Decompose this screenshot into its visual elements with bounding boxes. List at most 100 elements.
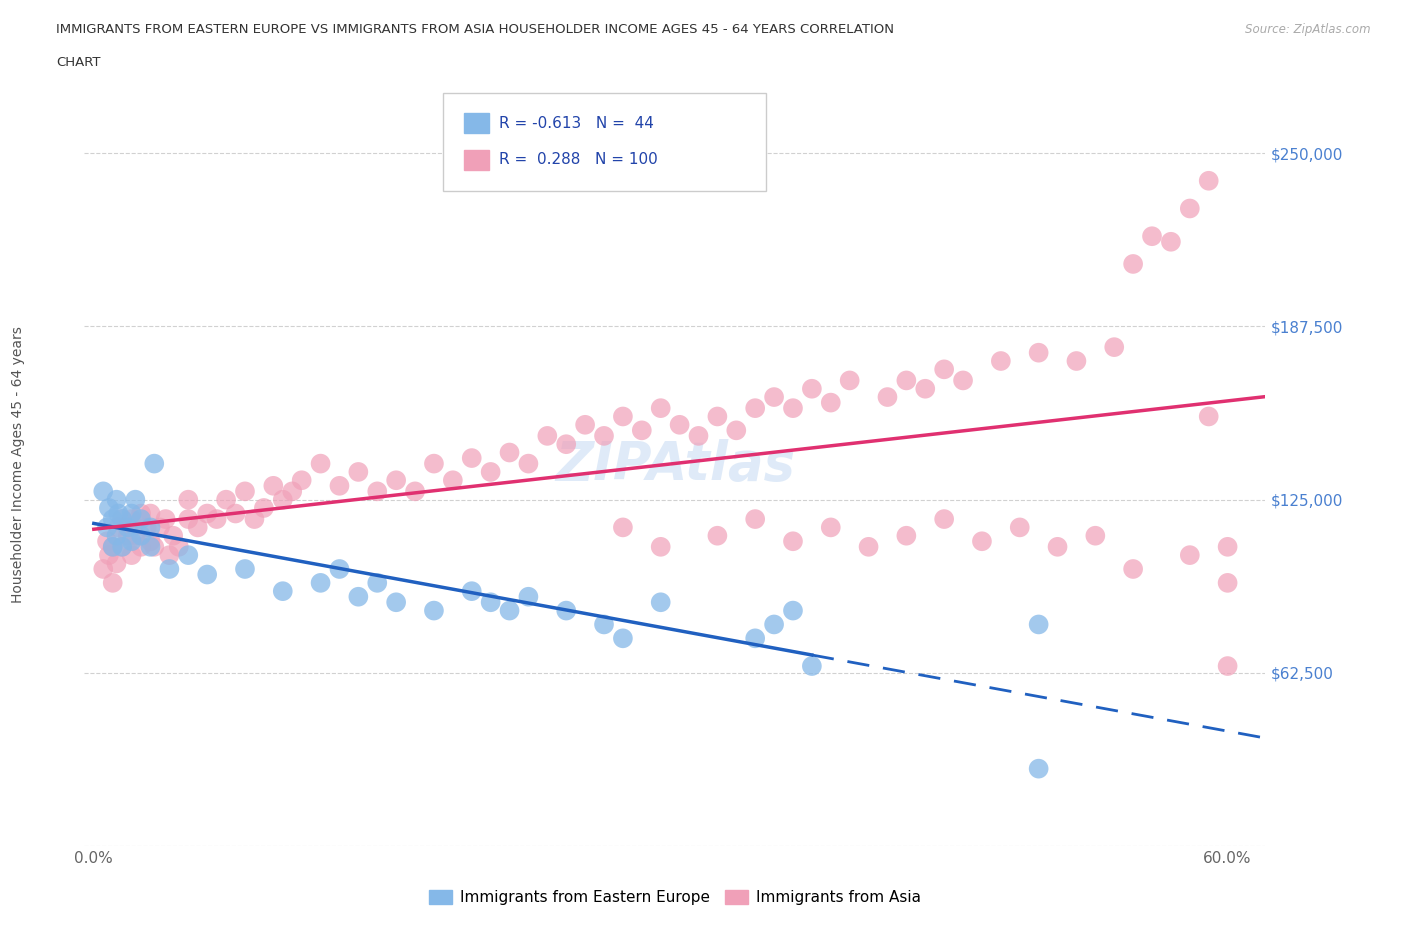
Point xyxy=(1028,345,1050,360)
Point xyxy=(1028,762,1050,777)
Point xyxy=(650,401,672,416)
Point xyxy=(1046,539,1069,554)
Point xyxy=(271,492,294,507)
Point xyxy=(117,520,139,535)
Point xyxy=(838,373,860,388)
Point xyxy=(328,562,350,577)
Point xyxy=(517,457,540,472)
Point xyxy=(1084,528,1107,543)
Point xyxy=(1216,576,1239,591)
Point xyxy=(650,595,672,610)
Point xyxy=(706,528,728,543)
Point xyxy=(555,437,578,452)
Point xyxy=(744,631,766,645)
Point xyxy=(347,590,370,604)
Point xyxy=(107,506,129,521)
Point xyxy=(157,548,180,563)
Point xyxy=(1122,257,1144,272)
Point xyxy=(253,500,276,515)
Point xyxy=(517,590,540,604)
Point xyxy=(934,362,956,377)
Point xyxy=(139,506,162,521)
Point xyxy=(441,472,464,487)
Point xyxy=(262,478,284,493)
Text: R = -0.613   N =  44: R = -0.613 N = 44 xyxy=(499,116,654,131)
Point xyxy=(800,381,823,396)
Point xyxy=(129,528,152,543)
Point xyxy=(143,539,166,554)
Point xyxy=(1140,229,1163,244)
Point xyxy=(149,520,172,535)
Point xyxy=(461,451,484,466)
Point xyxy=(744,512,766,526)
Point xyxy=(423,457,446,472)
Point xyxy=(111,539,134,554)
Point xyxy=(1028,617,1050,631)
Point xyxy=(404,484,426,498)
Point xyxy=(612,631,634,645)
Point xyxy=(498,445,520,460)
Point xyxy=(668,418,690,432)
Point xyxy=(121,506,143,521)
Text: Source: ZipAtlas.com: Source: ZipAtlas.com xyxy=(1246,23,1371,36)
Point xyxy=(177,512,200,526)
Point xyxy=(121,534,143,549)
Point xyxy=(934,512,956,526)
Point xyxy=(574,418,596,432)
Point xyxy=(725,423,748,438)
Point xyxy=(896,528,918,543)
Text: R =  0.288   N = 100: R = 0.288 N = 100 xyxy=(499,152,658,166)
Point xyxy=(1178,201,1201,216)
Point xyxy=(688,429,710,444)
Point xyxy=(820,520,842,535)
Point xyxy=(763,390,786,405)
Legend: Immigrants from Eastern Europe, Immigrants from Asia: Immigrants from Eastern Europe, Immigran… xyxy=(423,884,927,911)
Point xyxy=(479,595,502,610)
Point xyxy=(1198,173,1220,188)
Point xyxy=(129,539,152,554)
Point xyxy=(800,658,823,673)
Point xyxy=(117,528,139,543)
Point xyxy=(121,512,143,526)
Point xyxy=(858,539,880,554)
Point xyxy=(328,478,350,493)
Point xyxy=(914,381,936,396)
Point xyxy=(498,604,520,618)
Point xyxy=(1066,353,1088,368)
Point xyxy=(385,595,408,610)
Point xyxy=(157,562,180,577)
Point xyxy=(347,464,370,479)
Point xyxy=(162,528,184,543)
Point xyxy=(291,472,314,487)
Point xyxy=(105,528,128,543)
Point xyxy=(135,520,157,535)
Y-axis label: Householder Income Ages 45 - 64 years: Householder Income Ages 45 - 64 years xyxy=(11,326,25,604)
Point xyxy=(111,512,134,526)
Point xyxy=(167,539,190,554)
Point xyxy=(309,457,332,472)
Point xyxy=(650,539,672,554)
Point xyxy=(555,604,578,618)
Point xyxy=(107,520,129,535)
Point xyxy=(97,500,120,515)
Point xyxy=(1178,548,1201,563)
Point xyxy=(105,556,128,571)
Point xyxy=(820,395,842,410)
Point xyxy=(782,401,804,416)
Point xyxy=(187,520,209,535)
Point xyxy=(111,512,134,526)
Point xyxy=(1216,658,1239,673)
Point xyxy=(96,520,118,535)
Point xyxy=(139,534,162,549)
Point xyxy=(215,492,238,507)
Point xyxy=(111,539,134,554)
Point xyxy=(706,409,728,424)
Point xyxy=(96,534,118,549)
Point xyxy=(91,562,114,577)
Point xyxy=(461,584,484,599)
Point xyxy=(121,548,143,563)
Point xyxy=(366,484,388,498)
Point xyxy=(744,401,766,416)
Point xyxy=(1216,539,1239,554)
Point xyxy=(233,562,256,577)
